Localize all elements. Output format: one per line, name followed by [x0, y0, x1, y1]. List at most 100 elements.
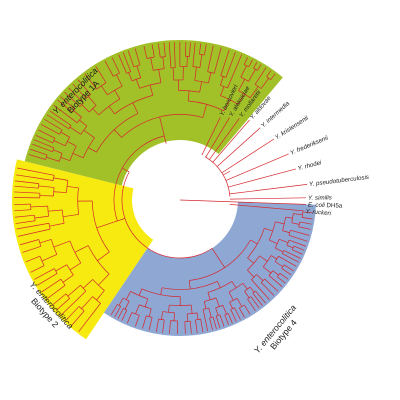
tree-branch — [53, 177, 68, 181]
tree-branch — [173, 42, 176, 68]
tree-branch — [124, 301, 130, 310]
species-genus: E. — [308, 201, 316, 208]
tree-branch — [234, 307, 241, 320]
tree-branch — [302, 211, 314, 214]
tree-branch — [142, 315, 147, 329]
species-name: similis — [315, 194, 332, 201]
tree-branch — [199, 43, 202, 55]
tree-branch — [28, 154, 46, 160]
tree-branch — [205, 117, 230, 158]
tree-branch — [49, 222, 65, 227]
tree-branch — [161, 311, 164, 320]
tree-branch — [138, 288, 143, 296]
tree-branch — [32, 143, 53, 153]
tree-branch — [240, 76, 249, 82]
tree-branch — [272, 270, 279, 276]
tree-branch — [48, 209, 63, 212]
tree-branch — [122, 52, 131, 72]
tree-branch — [229, 184, 308, 195]
tree-branch — [264, 227, 273, 232]
tree-branch — [207, 292, 211, 300]
tree-branch — [17, 167, 55, 176]
tree-branch — [238, 79, 246, 91]
tree-branch — [216, 127, 261, 167]
tree-branch — [122, 167, 130, 173]
tree-branch — [302, 217, 313, 220]
species-name: frederiksenii — [296, 134, 330, 154]
tree-branch — [98, 273, 110, 286]
tree-branch — [229, 197, 306, 200]
tree-branch — [194, 66, 197, 81]
tree-branch — [254, 84, 262, 89]
tree-branch — [159, 116, 164, 131]
species-label: Y. kristensenii — [274, 114, 310, 141]
tree-branch — [270, 255, 277, 260]
species-genus: Y. — [259, 119, 269, 129]
tree-branch — [299, 221, 312, 225]
tree-branch — [279, 273, 289, 280]
tree-branch — [208, 307, 212, 318]
tree-branch — [207, 281, 233, 293]
tree-branch — [66, 186, 79, 189]
tree-branch — [148, 317, 153, 331]
species-genus: Y. — [238, 109, 248, 119]
tree-branch — [196, 312, 199, 320]
tree-branch — [219, 76, 224, 86]
tree-branch — [190, 304, 193, 314]
tree-branch — [110, 304, 118, 316]
species-genus: Y. — [274, 131, 284, 141]
tree-branch — [240, 65, 247, 78]
tree-branch — [301, 211, 304, 218]
tree-branch — [54, 268, 58, 274]
tree-branch — [114, 90, 121, 100]
tree-branch — [248, 59, 253, 68]
tree-branch — [204, 297, 217, 302]
tree-branch — [219, 259, 226, 268]
tree-branch — [250, 296, 260, 309]
tree-branch — [139, 82, 161, 89]
tree-branch — [257, 64, 262, 71]
tree-branch — [249, 286, 255, 293]
tree-branch — [162, 56, 165, 69]
tree-branch — [148, 308, 152, 317]
tree-branch — [211, 248, 221, 261]
tree-branch — [179, 199, 306, 205]
tree-branch — [222, 305, 227, 315]
tree-branch — [209, 118, 240, 160]
tree-branch — [277, 276, 286, 284]
species-label: Y. ruckeri — [305, 208, 332, 217]
tree-branch — [288, 230, 291, 236]
tree-branch — [83, 129, 95, 139]
tree-branch — [199, 81, 202, 93]
tree-branch — [118, 54, 127, 74]
tree-branch — [60, 290, 87, 316]
tree-branch — [189, 42, 191, 57]
tree-branch — [98, 98, 121, 116]
tree-branch — [288, 239, 306, 247]
tree-branch — [53, 104, 78, 124]
tree-branch — [253, 67, 258, 71]
tree-branch — [256, 274, 264, 281]
tree-branch — [46, 285, 66, 300]
tree-branch — [244, 291, 250, 299]
tree-branch — [213, 47, 222, 74]
tree-branch — [215, 297, 220, 307]
tree-branch — [127, 50, 135, 68]
tree-branch — [60, 96, 76, 110]
clade-sectors — [11, 39, 316, 340]
tree-branch — [172, 67, 175, 81]
tree-branch — [209, 317, 213, 331]
tree-branch — [243, 57, 248, 65]
tree-branch — [282, 253, 299, 263]
tree-branch — [264, 278, 279, 292]
tree-branch — [51, 293, 67, 306]
tree-branch — [250, 239, 258, 245]
tree-branch — [30, 205, 48, 208]
tree-branch — [220, 75, 227, 78]
tree-branch — [128, 72, 133, 82]
tree-branch — [17, 228, 51, 237]
tree-branch — [268, 275, 283, 287]
tree-branch — [41, 254, 57, 262]
tree-branch — [78, 303, 101, 332]
